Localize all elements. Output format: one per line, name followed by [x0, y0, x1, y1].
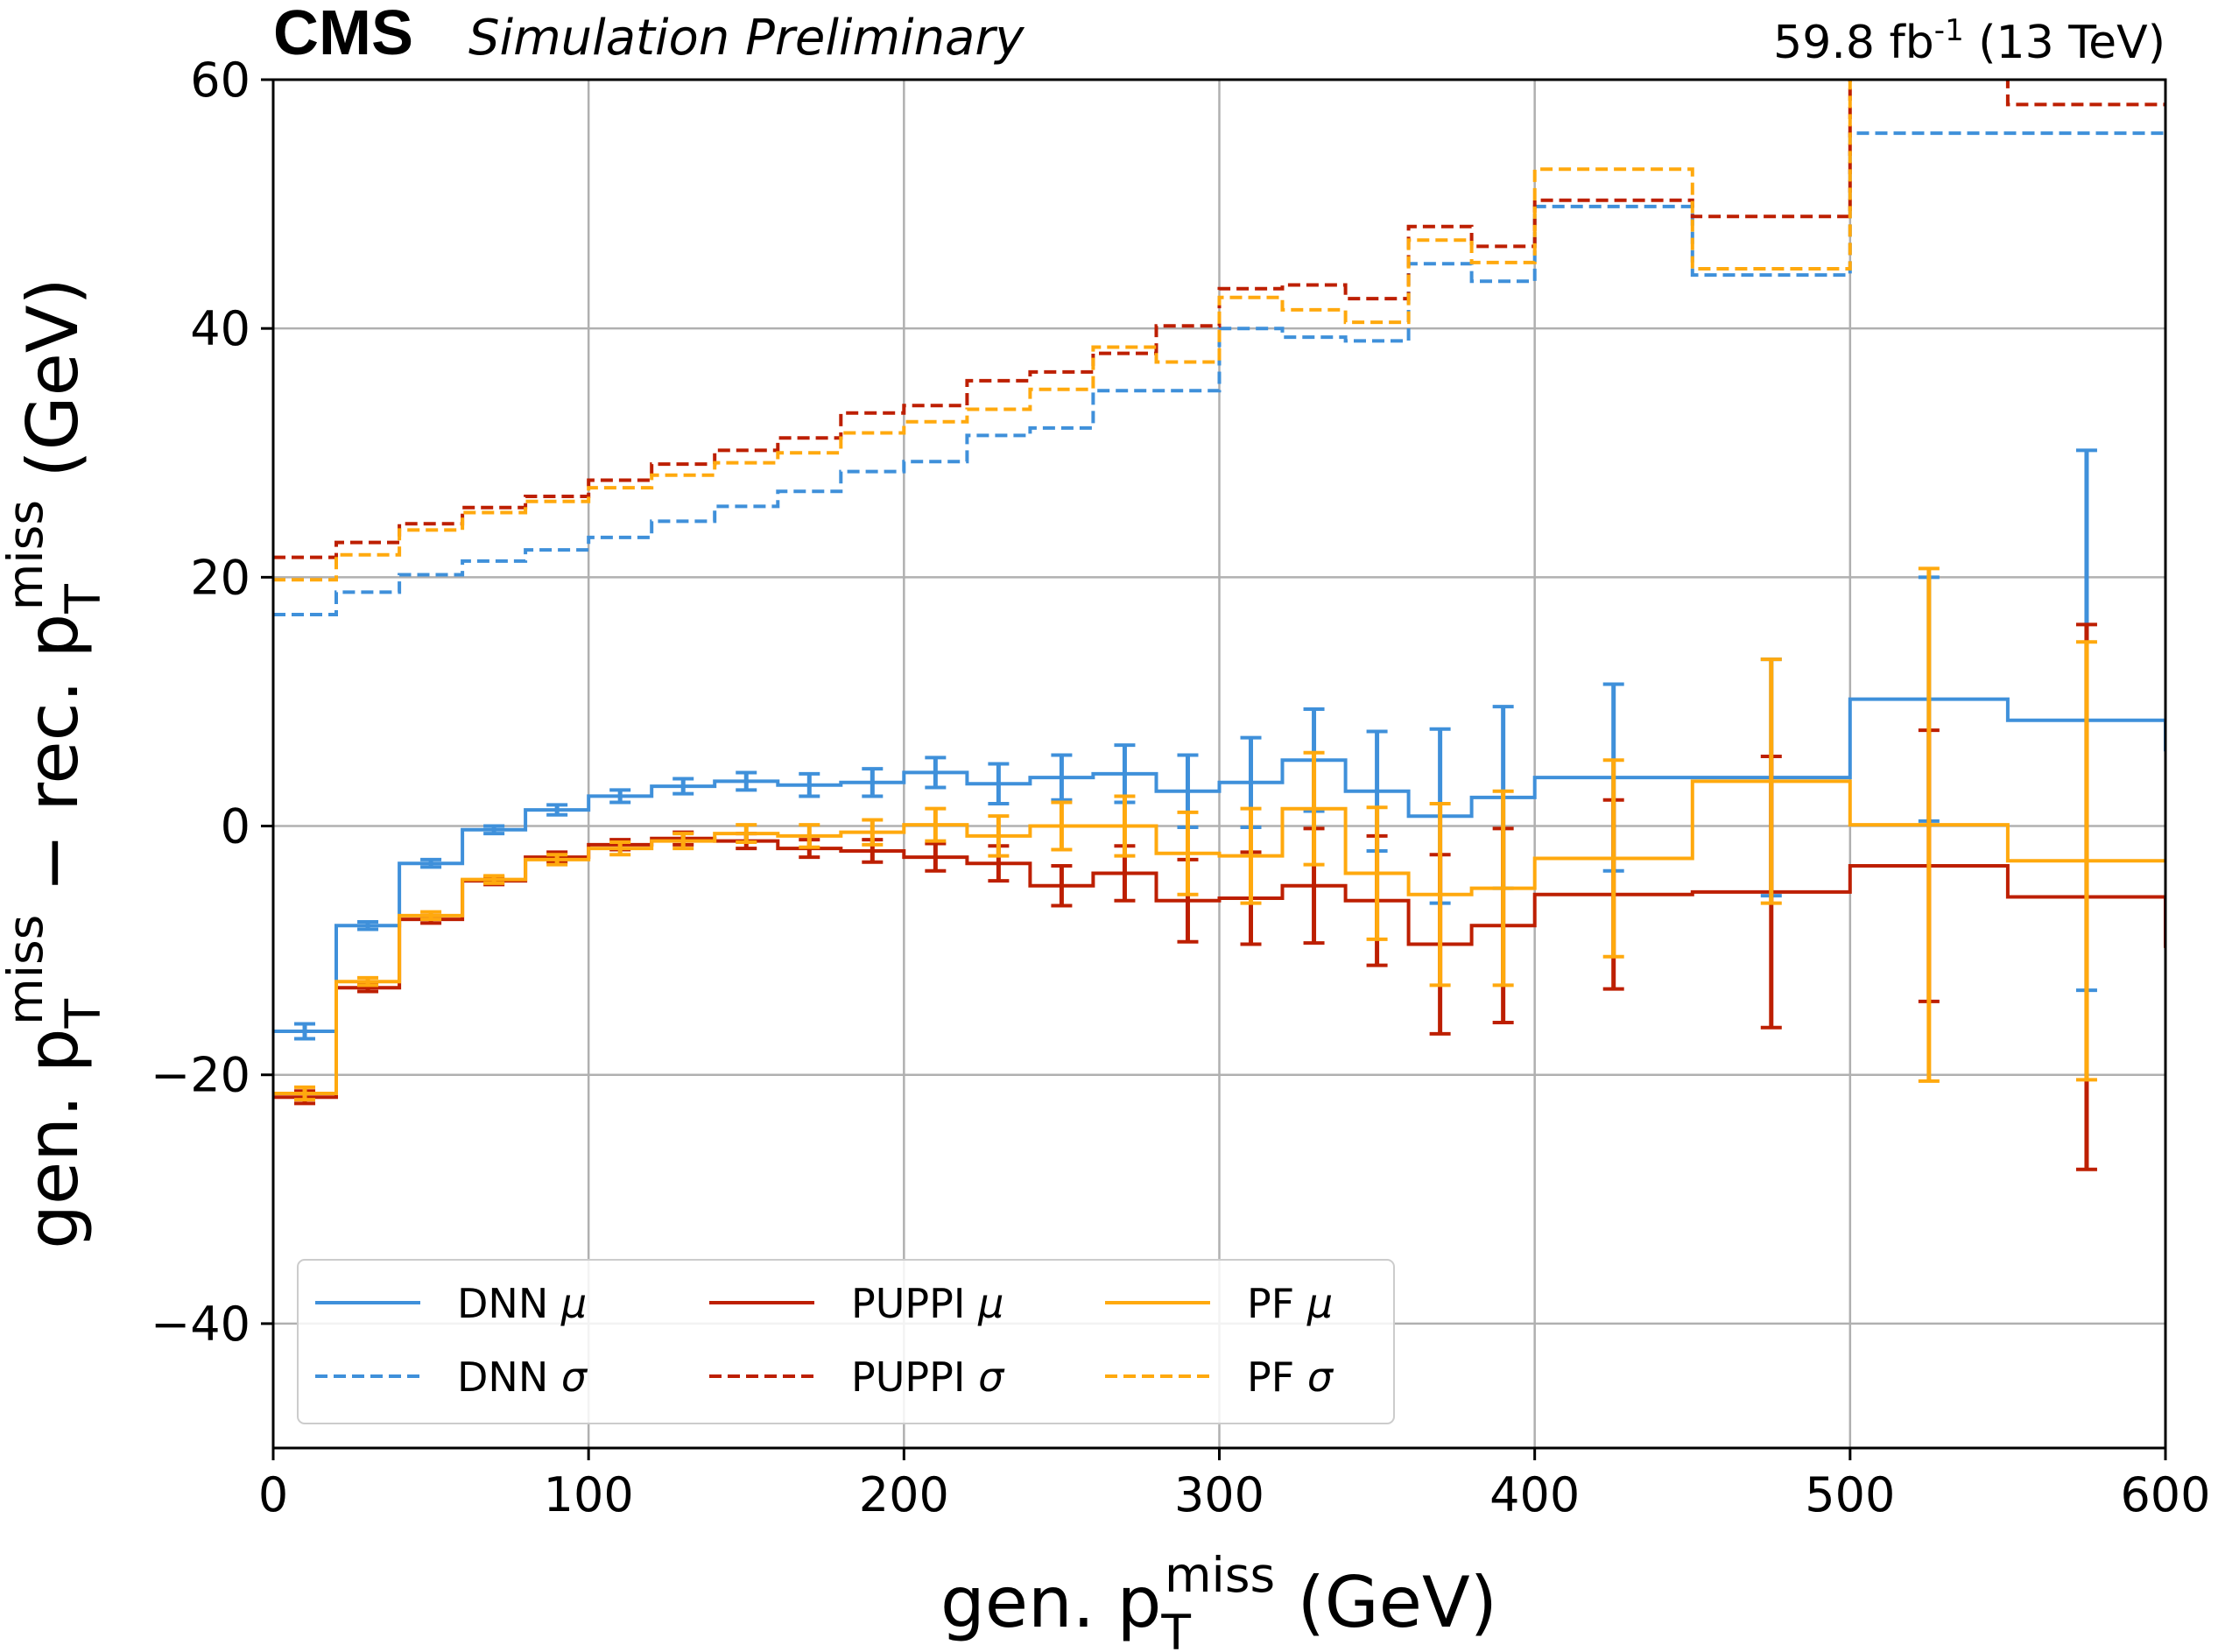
lumi-label: 59.8 fb-1 (13 TeV) — [1773, 13, 2165, 69]
y-tick-label: −40 — [151, 1297, 250, 1352]
experiment-label: CMS — [273, 0, 413, 68]
legend-puppi-mu-label: PUPPI μ — [851, 1280, 1003, 1327]
status-label: Simulation Preliminary — [468, 10, 1025, 67]
axis-ticks: 0 100 200 300 400 500 600 −40 −20 0 20 40 60 — [151, 53, 2211, 1522]
x-axis-label: gen. pTmiss (GeV) — [940, 1547, 1497, 1652]
x-tick-label: 600 — [2120, 1467, 2210, 1522]
x-tick-label: 200 — [859, 1467, 949, 1522]
y-tick-label: 60 — [190, 53, 250, 108]
x-tick-label: 100 — [544, 1467, 634, 1522]
dnn-mu-line — [273, 697, 2165, 1033]
legend-puppi-sigma-label: PUPPI σ — [851, 1353, 1005, 1401]
legend-pf-sigma-label: PF σ — [1247, 1353, 1334, 1401]
y-tick-label: −20 — [151, 1048, 250, 1103]
puppi-sigma-line — [273, 80, 2165, 559]
x-tick-label: 300 — [1174, 1467, 1264, 1522]
pf-mu-line — [273, 779, 2165, 1095]
legend: DNN μ PUPPI μ PF μ DNN σ PUPPI σ PF σ — [297, 1259, 1395, 1424]
series-layer — [273, 80, 2165, 1171]
legend-frame — [297, 1259, 1395, 1424]
legend-pf-mu-label: PF μ — [1247, 1280, 1333, 1327]
y-axis-label: gen. pTmiss − rec. pTmiss (GeV) — [0, 278, 111, 1249]
y-tick-label: 40 — [190, 301, 250, 356]
legend-dnn-sigma-label: DNN σ — [457, 1353, 588, 1401]
legend-dnn-mu-label: DNN μ — [457, 1280, 587, 1327]
dnn-sigma-line — [273, 131, 2165, 616]
y-tick-label: 20 — [190, 550, 250, 605]
puppi-mu-line — [273, 836, 2165, 1100]
pf-sigma-line — [273, 80, 1852, 582]
x-tick-label: 0 — [258, 1467, 288, 1522]
y-tick-label: 0 — [221, 799, 250, 854]
x-tick-label: 500 — [1805, 1467, 1895, 1522]
grid — [271, 78, 2167, 1448]
x-tick-label: 400 — [1489, 1467, 1580, 1522]
